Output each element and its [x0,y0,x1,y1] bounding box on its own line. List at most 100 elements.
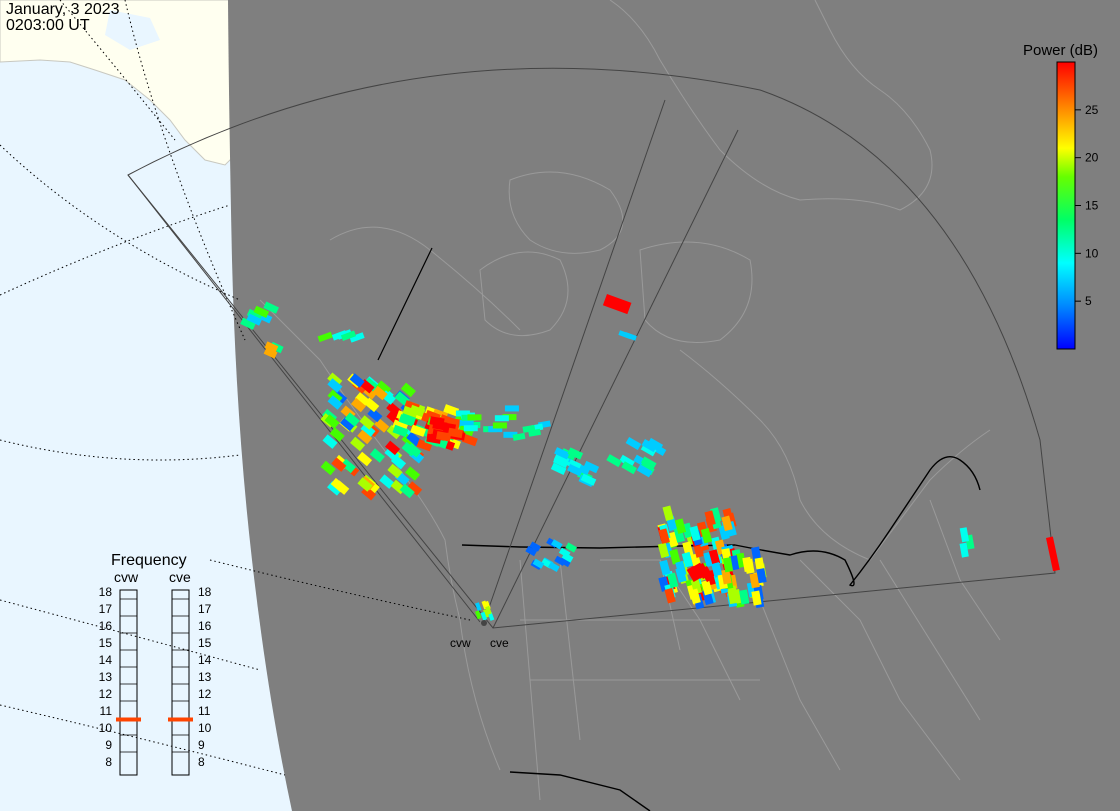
echo-cell [686,565,701,582]
echo-cell [532,558,545,569]
echo-cell [550,539,563,550]
echo-cell [436,431,452,442]
colorbar-tick-label: 25 [1085,103,1099,117]
echo-cell [641,439,658,453]
radar-label-cve: cve [490,636,509,650]
freq-level-label: 11 [100,704,113,718]
echo-cell [619,454,635,468]
echo-cell [565,542,578,553]
freq-level-label: 17 [99,602,113,616]
echo-cell [721,515,733,532]
echo-cell [364,397,380,413]
echo-cell [386,402,402,417]
echo-cell [704,510,716,526]
time-label: 0203:00 UT [6,17,90,34]
echo-cell [406,431,422,447]
echo-cell [367,407,383,423]
echo-cell [400,382,416,398]
echo-cell [664,587,676,604]
echo-cell [675,567,687,583]
colorbar-tick-label: 20 [1085,151,1099,165]
echo-cell [727,589,738,605]
echo-cell [327,378,343,393]
echo-cell [621,461,637,475]
echo-cell [492,422,507,429]
echo-cell [376,380,392,395]
freq-level-label: 10 [198,721,212,735]
freq-level-label: 15 [99,636,113,650]
echo-cell [331,457,347,472]
backscatter-echoes [240,294,1060,621]
echo-cell [1046,536,1060,572]
colorbar-tick-label: 15 [1085,199,1099,213]
freq-column-box [171,589,190,776]
echo-cell [357,477,373,492]
frequency-title: Frequency [111,552,187,569]
echo-cell [658,528,670,544]
echo-cell [246,313,263,326]
echo-cell [480,611,488,621]
echo-cell [606,454,622,468]
freq-level-label: 11 [198,704,211,718]
echo-cell [749,573,760,589]
land-mass [228,0,1120,811]
freq-level-label: 17 [198,602,212,616]
echo-cell [253,305,270,318]
echo-cell [334,480,350,495]
alaska-island [105,10,160,50]
echo-cell [722,557,734,573]
freq-level-label: 18 [198,585,212,599]
echo-cell [739,589,750,605]
echo-cell [742,556,753,573]
echo-cell [700,527,713,544]
echo-cell [474,610,482,620]
echo-cell [696,562,710,579]
echo-cell [263,301,279,314]
echo-cell [410,424,427,437]
lat-lon-grid [0,0,471,776]
echo-cell [751,546,762,562]
echo-cell [488,426,503,433]
echo-cell [559,556,571,568]
date-label: January, 3 2023 [6,1,120,18]
echo-cell [463,425,478,432]
echo-cell [689,525,701,542]
echo-cell [602,294,632,315]
echo-cell [372,385,388,401]
echo-cell [349,332,365,343]
echo-cell [344,412,360,427]
colorbar-title: Power (dB) [1023,42,1098,59]
freq-column-box [119,589,138,776]
freq-level-label: 14 [99,653,113,667]
echo-cell [483,608,490,618]
echo-cell [503,431,518,438]
freq-level-label: 16 [198,619,212,633]
echo-cell [657,542,670,559]
echo-cell [356,451,373,467]
echo-cell [429,416,445,427]
echo-cell [721,569,732,585]
freq-column-cve: cve [169,569,191,585]
echo-cell [400,413,417,426]
echo-cell [548,561,560,573]
echo-cell [324,414,340,429]
echo-cell [394,391,410,406]
radar-site-marker [481,620,487,626]
echo-cell [959,527,970,543]
frequency-panel: Frequency cvw cve 18 17 16 15 14 13 12 11 10 9 8 18… [99,552,212,776]
echo-cell [669,548,681,565]
echo-cell [567,463,583,477]
freq-level-label: 10 [99,721,113,735]
international-borders [461,456,981,811]
echo-cell [681,551,694,568]
echo-cell [711,562,723,578]
echo-cell [320,460,336,476]
freq-level-label: 13 [99,670,113,684]
echo-cell [317,331,333,343]
echo-cell [623,331,637,341]
freq-level-label: 14 [198,653,212,667]
freq-level-label: 12 [198,687,212,701]
echo-cell [340,458,356,474]
echo-cell [640,456,657,470]
